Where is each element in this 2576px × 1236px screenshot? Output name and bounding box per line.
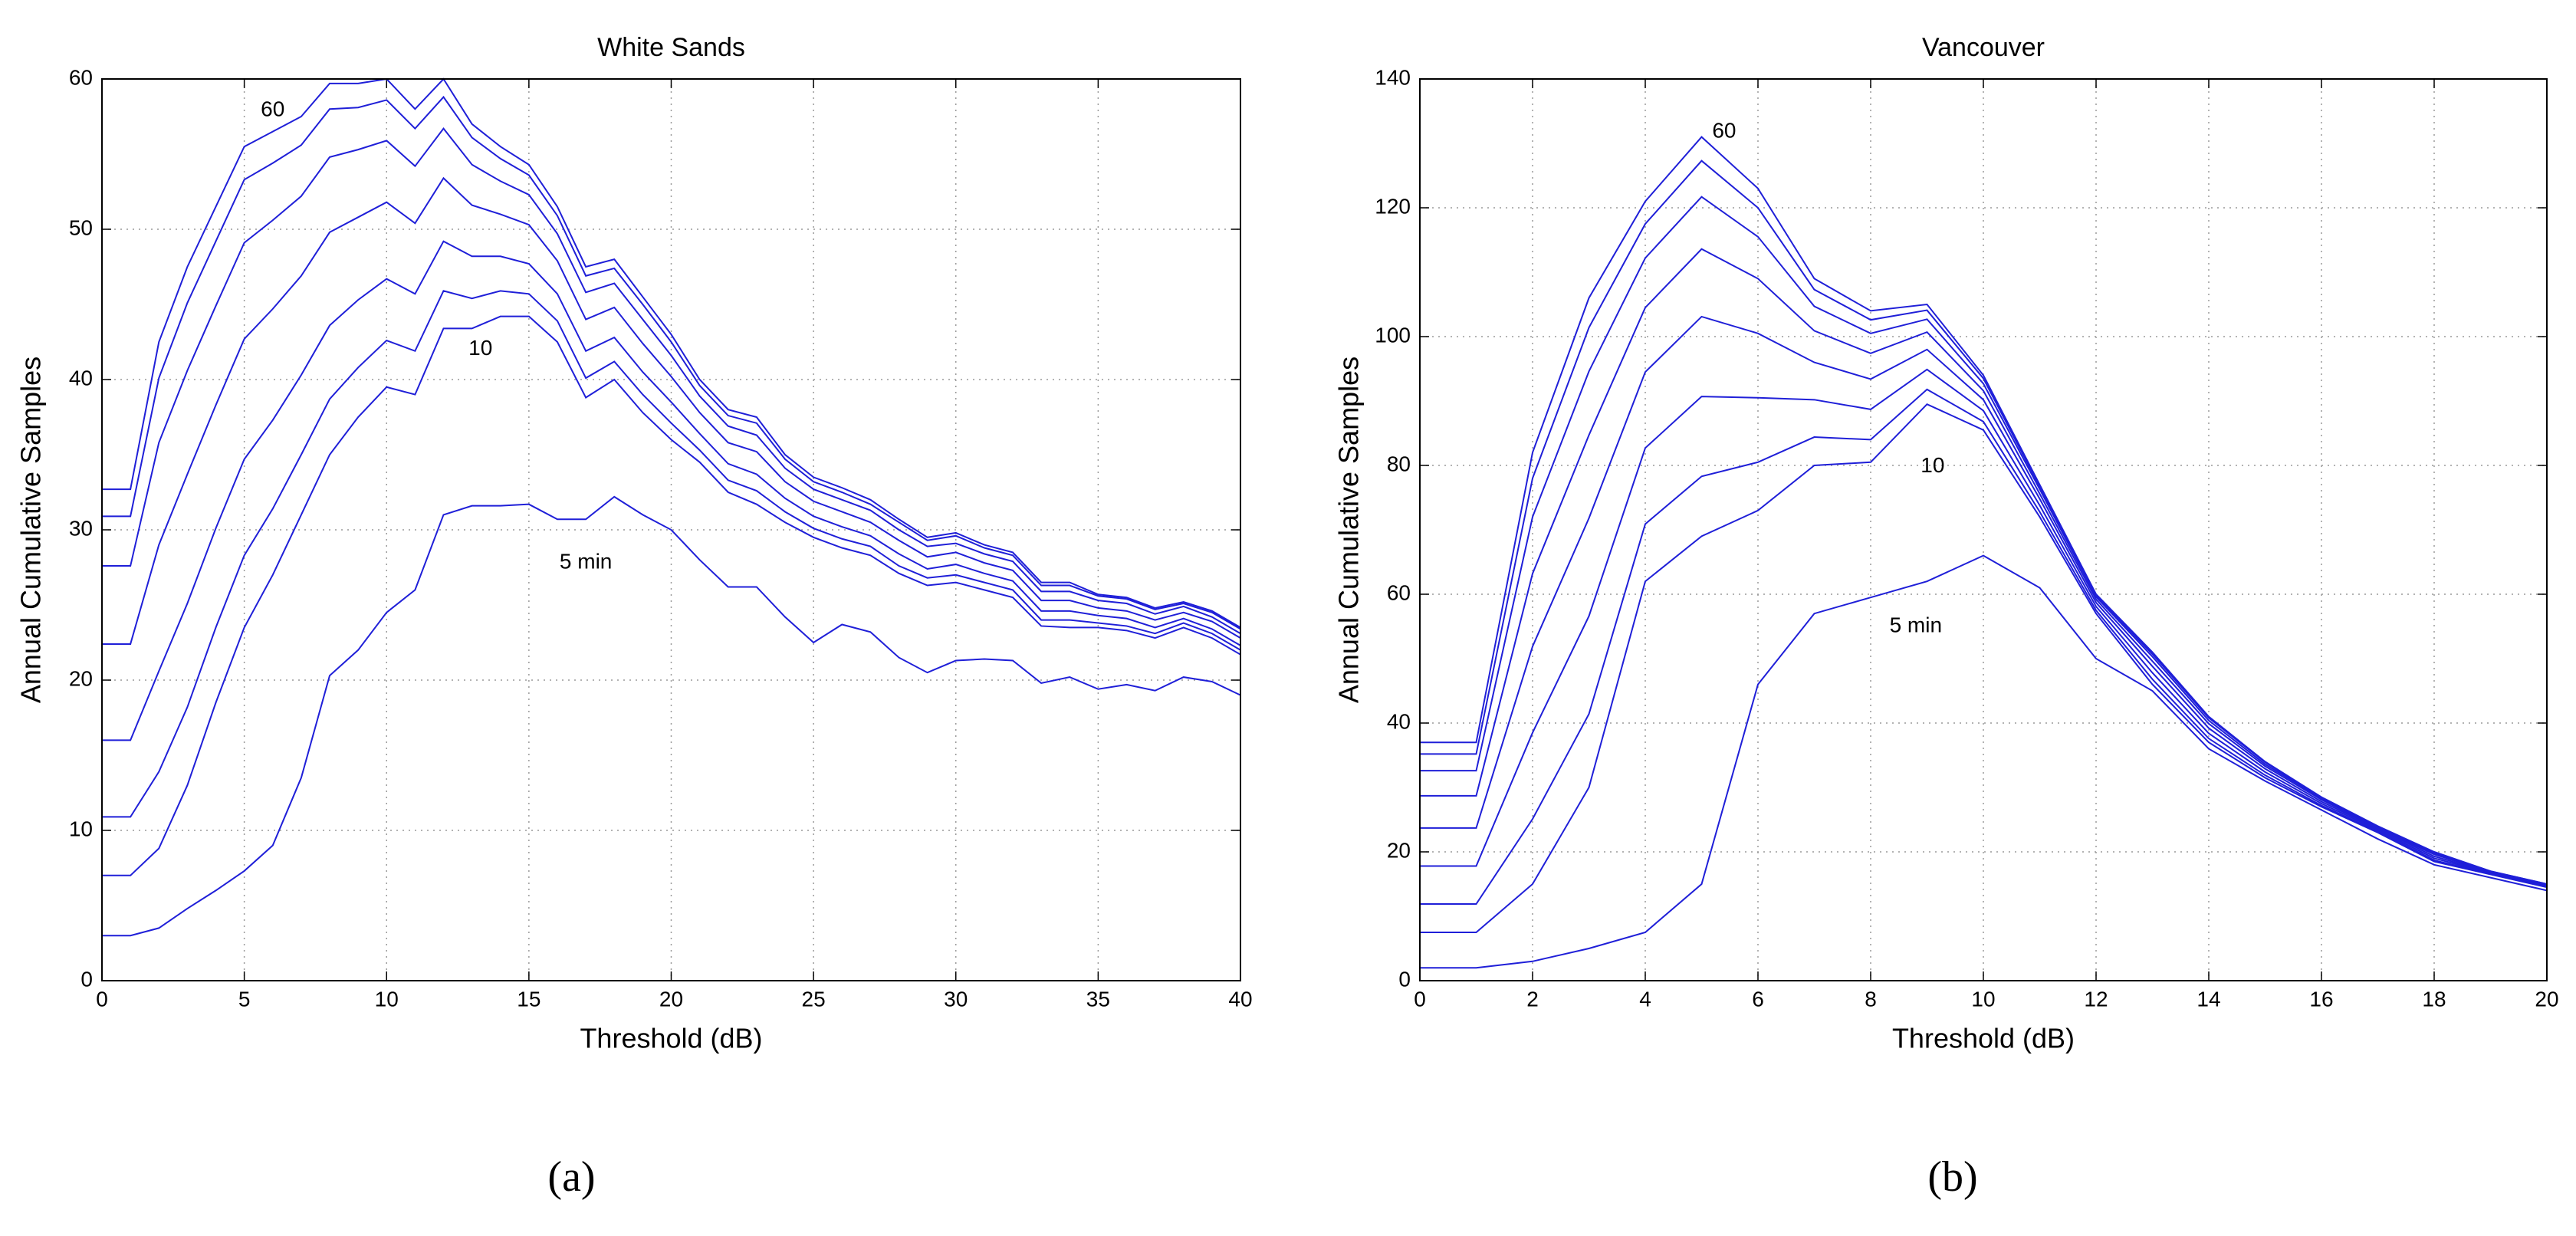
panel-label: (a)	[547, 1153, 595, 1201]
y-tick-label: 40	[69, 366, 93, 390]
x-tick-label: 2	[1526, 987, 1539, 1011]
x-axis-label: Threshold (dB)	[580, 1023, 762, 1054]
x-tick-label: 35	[1086, 987, 1110, 1011]
chart-panel: 0 5 10 15 20 25 30 35 40 0 10 20 30 40 50 60 60 10 5 min Wh…	[15, 33, 1253, 1201]
y-tick-label: 40	[1387, 709, 1411, 733]
x-tick-label: 6	[1752, 987, 1764, 1011]
annotation: 10	[468, 336, 492, 360]
y-tick-label: 100	[1375, 323, 1411, 347]
data-line	[1420, 136, 2548, 885]
y-tick-label: 20	[69, 666, 93, 690]
data-line	[1420, 315, 2548, 886]
x-tick-label: 10	[375, 987, 399, 1011]
y-tick-label: 60	[69, 65, 93, 89]
x-tick-label: 0	[96, 987, 108, 1011]
x-axis-label: Threshold (dB)	[1892, 1023, 2075, 1054]
data-line	[102, 77, 1241, 629]
x-tick-label: 18	[2422, 987, 2446, 1011]
data-line	[102, 495, 1241, 937]
data-line	[1420, 403, 2548, 933]
data-line	[102, 240, 1241, 741]
y-tick-label: 140	[1375, 65, 1411, 89]
y-tick-label: 80	[1387, 452, 1411, 475]
y-tick-label: 50	[69, 215, 93, 239]
chart-title: Vancouver	[1922, 33, 2045, 62]
panel-label: (b)	[1927, 1153, 1977, 1201]
x-tick-label: 5	[238, 987, 251, 1011]
x-tick-label: 12	[2084, 987, 2108, 1011]
data-line	[1420, 388, 2548, 906]
chart-panel: 0 2 4 6 8 10 12 14 16 18 20 0 20 40 60 80 100 120 140 60 10 5…	[1333, 33, 2559, 1201]
data-line	[102, 176, 1241, 645]
axes-box	[101, 78, 1241, 981]
y-tick-label: 30	[69, 516, 93, 540]
data-line	[1420, 368, 2548, 887]
data-line	[102, 95, 1241, 630]
y-tick-label: 120	[1375, 194, 1411, 218]
chart-title: White Sands	[597, 33, 745, 62]
x-tick-label: 30	[944, 987, 968, 1011]
y-tick-label: 60	[1387, 580, 1411, 604]
x-tick-label: 20	[2535, 987, 2558, 1011]
x-tick-label: 4	[1639, 987, 1651, 1011]
annotation: 60	[261, 97, 284, 121]
data-line	[102, 127, 1241, 635]
y-tick-label: 10	[69, 817, 93, 840]
x-tick-label: 16	[2309, 987, 2333, 1011]
annotation: 60	[1712, 118, 1736, 142]
y-tick-label: 0	[1398, 967, 1411, 991]
axes-box	[1419, 78, 2548, 981]
x-tick-label: 0	[1414, 987, 1426, 1011]
x-tick-label: 10	[1971, 987, 1995, 1011]
y-axis-label: Annual Cumulative Samples	[1333, 357, 1365, 703]
data-line	[1420, 554, 2548, 969]
x-tick-label: 14	[2196, 987, 2220, 1011]
x-tick-label: 40	[1228, 987, 1252, 1011]
x-tick-label: 20	[659, 987, 683, 1011]
annotation: 5 min	[1890, 613, 1942, 636]
y-tick-label: 0	[80, 967, 93, 991]
data-line	[1420, 248, 2548, 886]
annotation: 5 min	[560, 550, 612, 574]
annotation: 10	[1921, 453, 1944, 477]
x-tick-label: 15	[517, 987, 540, 1011]
y-axis-label: Annual Cumulative Samples	[15, 357, 47, 703]
y-tick-label: 20	[1387, 838, 1411, 862]
x-tick-label: 8	[1865, 987, 1877, 1011]
plot-area	[1420, 79, 2547, 981]
data-line	[102, 315, 1241, 876]
data-line	[102, 290, 1241, 818]
x-tick-label: 25	[802, 987, 826, 1011]
